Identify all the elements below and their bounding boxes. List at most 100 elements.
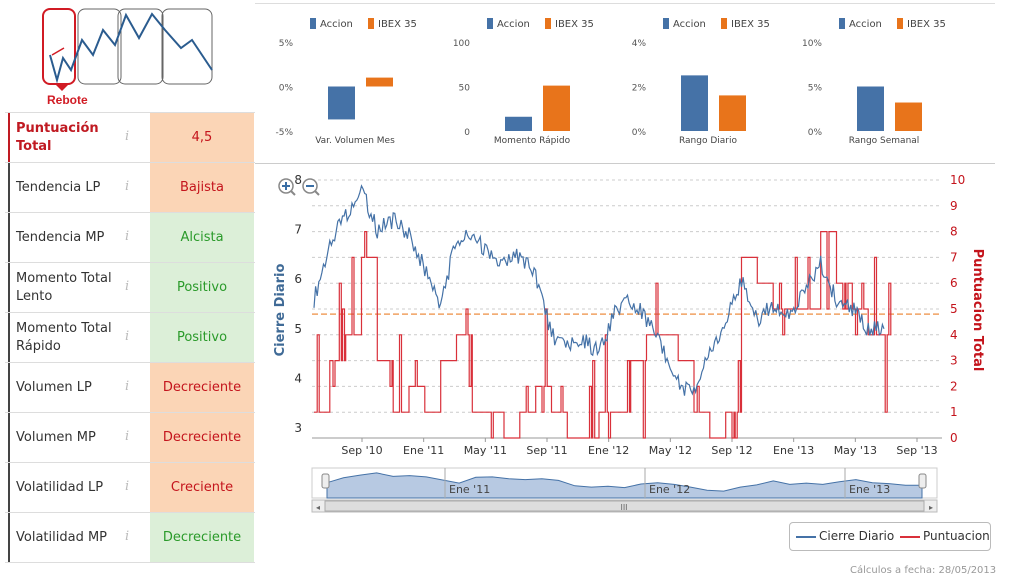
y-tick-label: 0 (464, 128, 470, 138)
series-puntuacion[interactable] (314, 231, 892, 439)
calc-date: Cálculos a fecha: 28/05/2013 (850, 565, 997, 576)
indicator-label: Volatilidad LP (8, 463, 116, 512)
bar-ibex[interactable] (719, 95, 746, 131)
y-right-tick: 10 (950, 173, 965, 187)
navigator[interactable]: Ene '11 Ene '12 Ene '13 (311, 467, 938, 499)
indicator-row: Tendencia LP i Bajista (5, 163, 255, 213)
bar-accion[interactable] (505, 116, 532, 131)
indicator-label: Tendencia LP (8, 163, 116, 212)
y-tick-label: 0% (279, 84, 294, 94)
legend-swatch-ibex (545, 18, 551, 29)
scrollbar-grip[interactable]: III (620, 503, 627, 512)
info-icon[interactable]: i (125, 379, 130, 394)
indicator-row: Volumen MP i Decreciente (5, 413, 255, 463)
navigator-label: Ene '12 (649, 483, 690, 496)
indicator-value: Positivo (150, 263, 254, 312)
y-right-label: Puntuacion Total (970, 249, 985, 372)
y-tick-label: 4% (632, 39, 647, 49)
info-icon[interactable]: i (125, 429, 130, 444)
legend-cierre[interactable]: Cierre Diario (819, 529, 895, 543)
mini-chart-title: Rango Semanal (849, 136, 920, 146)
mini-chart-title: Rango Diario (679, 136, 738, 146)
indicator-row: Volatilidad LP i Creciente (5, 463, 255, 513)
mini-chart: Accion IBEX 35 10% 5% 0% Rango Semanal (789, 10, 964, 160)
legend-accion: Accion (497, 19, 530, 30)
zoom-in-icon[interactable] (278, 178, 296, 196)
info-icon[interactable]: i (125, 279, 130, 294)
indicator-label: Volumen LP (8, 363, 116, 412)
mini-chart: Accion IBEX 35 100 50 0 Momento Rápido (437, 10, 612, 160)
bar-ibex[interactable] (543, 85, 570, 131)
x-tick-label: Ene '13 (773, 444, 814, 457)
legend-swatch-accion (663, 18, 669, 29)
navigator-label: Ene '11 (449, 483, 490, 496)
legend-accion: Accion (320, 19, 353, 30)
y-left-tick: 8 (294, 173, 302, 187)
y-left-tick: 5 (294, 322, 302, 336)
chart-legend[interactable]: Cierre Diario Puntuacion (789, 522, 991, 551)
top-divider (255, 3, 995, 4)
zoom-out-icon[interactable] (302, 178, 320, 196)
info-icon[interactable]: i (125, 529, 130, 544)
indicator-value: Positivo (150, 313, 254, 362)
x-tick-label: Ene '12 (588, 444, 629, 457)
y-left-tick: 3 (294, 421, 302, 435)
y-right-tick: 9 (950, 199, 958, 213)
scroll-right-arrow[interactable]: ▸ (929, 503, 933, 512)
bar-ibex[interactable] (366, 77, 393, 87)
y-right-tick: 3 (950, 354, 958, 368)
indicator-value: Decreciente (150, 363, 254, 412)
legend-ibex: IBEX 35 (731, 19, 770, 30)
info-icon[interactable]: i (125, 329, 130, 344)
y-right-tick: 6 (950, 276, 958, 290)
indicator-row: Volumen LP i Decreciente (5, 363, 255, 413)
mini-chart-svg: Accion IBEX 35 10% 5% 0% Rango Semanal (802, 18, 946, 146)
info-icon[interactable]: i (125, 229, 130, 244)
y-left-tick: 7 (294, 223, 302, 237)
legend-line-cierre (796, 536, 816, 538)
bar-accion[interactable] (328, 86, 355, 120)
mini-chart-svg: Accion IBEX 35 100 50 0 Momento Rápido (453, 18, 594, 146)
bar-accion[interactable] (857, 86, 884, 132)
y-right-tick: 2 (950, 379, 958, 393)
indicator-value: Alcista (150, 213, 254, 262)
mini-chart: Accion IBEX 35 4% 2% 0% Rango Diario (613, 10, 788, 160)
y-tick-label: 5% (279, 39, 294, 49)
scrollbar[interactable]: III ◂ ▸ (311, 499, 938, 513)
legend-swatch-accion (839, 18, 845, 29)
indicator-label: Momento Total Rápido (8, 313, 116, 362)
x-tick-label: Sep '10 (341, 444, 382, 457)
legend-accion: Accion (673, 19, 706, 30)
y-left-tick: 6 (294, 272, 302, 286)
legend-ibex: IBEX 35 (907, 19, 946, 30)
legend-swatch-ibex (897, 18, 903, 29)
legend-puntuacion[interactable]: Puntuacion (923, 529, 990, 543)
x-tick-label: Sep '12 (711, 444, 752, 457)
y-tick-label: 2% (632, 84, 647, 94)
info-icon[interactable]: i (125, 129, 130, 144)
indicator-value: Decreciente (150, 513, 254, 562)
series-cierre[interactable] (313, 184, 885, 396)
y-tick-label: 0% (808, 128, 823, 138)
indicator-value: Creciente (150, 463, 254, 512)
price-score-chart: 3 4 5 6 7 8 0 1 2 3 4 5 6 7 8 9 10 Cierre Diario Puntuacio… (273, 173, 985, 513)
scroll-left-arrow[interactable]: ◂ (316, 503, 320, 512)
info-icon[interactable]: i (125, 179, 130, 194)
indicator-label: Tendencia MP (8, 213, 116, 262)
navigator-handle-left[interactable] (321, 473, 330, 489)
info-icon[interactable]: i (125, 479, 130, 494)
section-divider (255, 163, 995, 164)
y-left-label: Cierre Diario (273, 264, 288, 357)
x-tick-label: Sep '13 (896, 444, 937, 457)
legend-swatch-accion (310, 18, 316, 29)
mini-chart-title: Var. Volumen Mes (315, 136, 395, 146)
legend-line-puntuacion (900, 536, 920, 538)
mini-chart: Accion IBEX 35 5% 0% -5% Var. Volumen Mes (260, 10, 435, 160)
bar-accion[interactable] (681, 75, 708, 131)
rebote-logo: Rebote (5, 0, 255, 113)
legend-ibex: IBEX 35 (378, 19, 417, 30)
bar-ibex[interactable] (895, 102, 922, 131)
main-chart: 3 4 5 6 7 8 0 1 2 3 4 5 6 7 8 9 10 Cierre Diario Puntuacio… (262, 170, 997, 550)
navigator-handle-right[interactable] (918, 473, 927, 489)
indicator-row: Momento Total Rápido i Positivo (5, 313, 255, 363)
